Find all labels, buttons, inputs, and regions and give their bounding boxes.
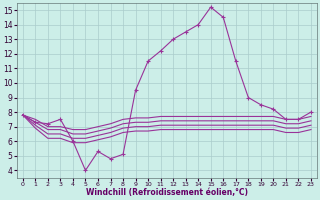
X-axis label: Windchill (Refroidissement éolien,°C): Windchill (Refroidissement éolien,°C) bbox=[86, 188, 248, 197]
